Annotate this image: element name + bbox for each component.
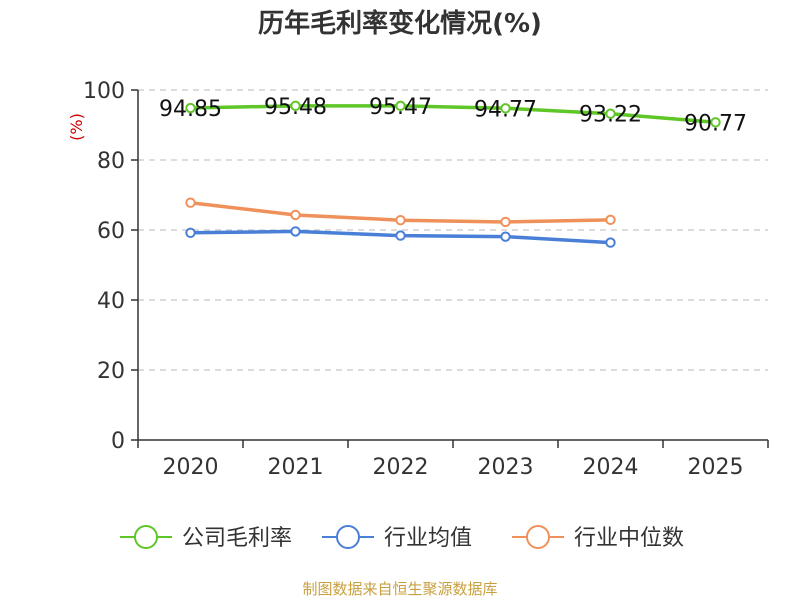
point-0-2024: [605, 108, 616, 119]
legend-item-2: 行业中位数: [512, 525, 684, 551]
point-2-2024: [605, 214, 616, 226]
data-label-2025: 90.77: [684, 111, 747, 136]
legend: 公司毛利率 行业均值 行业中位数: [120, 525, 684, 551]
legend-label-2: 行业中位数: [574, 526, 684, 551]
x-tick-label-2025: 2025: [688, 455, 744, 480]
point-1-2022: [395, 230, 406, 241]
point-0-2025: [710, 117, 721, 128]
y-tick-label-80: 80: [97, 149, 125, 174]
chart-title: 历年毛利率变化情况(%): [258, 8, 542, 39]
data-label-2020: 94.85: [159, 97, 222, 122]
data-label-2023: 94.77: [474, 97, 537, 122]
legend-label-1: 行业均值: [384, 526, 472, 551]
data-label-2024: 93.22: [579, 103, 642, 128]
axes: [131, 89, 769, 448]
y-tick-label-0: 0: [111, 429, 125, 454]
legend-marker-2: [526, 525, 550, 549]
y-tick-label-60: 60: [97, 219, 125, 244]
point-1-2021: [290, 226, 301, 237]
gridlines: [138, 89, 768, 371]
legend-item-0: 公司毛利率: [120, 525, 292, 551]
series-points: [185, 100, 721, 248]
y-tick-label-40: 40: [97, 289, 125, 314]
point-1-2024: [605, 237, 616, 248]
legend-label-0: 公司毛利率: [182, 526, 292, 551]
point-0-2022: [395, 100, 406, 112]
series-line-0: [188, 104, 718, 125]
data-label-2022: 95.47: [369, 95, 432, 120]
legend-item-1: 行业均值: [322, 525, 472, 551]
point-1-2020: [185, 227, 196, 239]
x-tick-labels: 2020 2021 2022 2023 2024 2025: [163, 455, 744, 480]
x-tick-label-2023: 2023: [478, 455, 534, 480]
point-1-2023: [500, 231, 511, 242]
y-tick-label-100: 100: [83, 79, 125, 104]
point-0-2020: [185, 102, 196, 114]
data-label-2021: 95.48: [264, 95, 327, 120]
point-2-2023: [500, 216, 511, 228]
legend-marker-0: [134, 525, 158, 549]
point-2-2021: [290, 209, 301, 221]
source-note: 制图数据来自恒生聚源数据库: [302, 580, 497, 598]
point-2-2022: [395, 215, 406, 226]
x-tick-label-2020: 2020: [163, 455, 219, 480]
point-2-2020: [185, 197, 196, 208]
x-tick-label-2021: 2021: [268, 455, 324, 480]
legend-marker-1: [336, 525, 360, 549]
point-0-2023: [500, 103, 511, 114]
point-0-2021: [290, 100, 301, 112]
x-tick-label-2024: 2024: [583, 455, 639, 480]
y-tick-label-20: 20: [97, 359, 125, 384]
data-labels: 94.85 95.48 95.47 94.77 93.22 90.77: [159, 95, 747, 136]
y-tick-labels: 0 20 40 60 80 100: [83, 79, 125, 454]
y-axis-label: (%): [67, 113, 86, 141]
x-tick-label-2022: 2022: [373, 455, 429, 480]
